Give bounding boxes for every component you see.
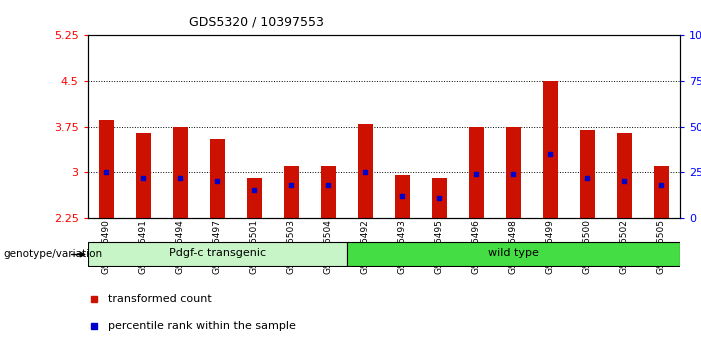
Text: percentile rank within the sample: percentile rank within the sample: [109, 320, 297, 331]
Text: transformed count: transformed count: [109, 294, 212, 304]
Text: genotype/variation: genotype/variation: [4, 249, 102, 259]
Bar: [654, 166, 669, 218]
Bar: [506, 127, 521, 218]
Bar: [284, 166, 299, 218]
Bar: [543, 81, 558, 218]
Bar: [617, 133, 632, 218]
Text: GDS5320 / 10397553: GDS5320 / 10397553: [189, 16, 324, 29]
Text: Pdgf-c transgenic: Pdgf-c transgenic: [169, 249, 266, 258]
Bar: [469, 127, 484, 218]
FancyBboxPatch shape: [347, 242, 680, 266]
Bar: [247, 178, 261, 218]
Bar: [136, 133, 151, 218]
Bar: [99, 120, 114, 218]
FancyBboxPatch shape: [88, 242, 347, 266]
Bar: [172, 127, 188, 218]
Text: wild type: wild type: [488, 249, 539, 258]
Bar: [321, 166, 336, 218]
Bar: [395, 175, 409, 218]
Bar: [580, 130, 595, 218]
Bar: [358, 124, 373, 218]
Bar: [210, 139, 224, 218]
Bar: [432, 178, 447, 218]
